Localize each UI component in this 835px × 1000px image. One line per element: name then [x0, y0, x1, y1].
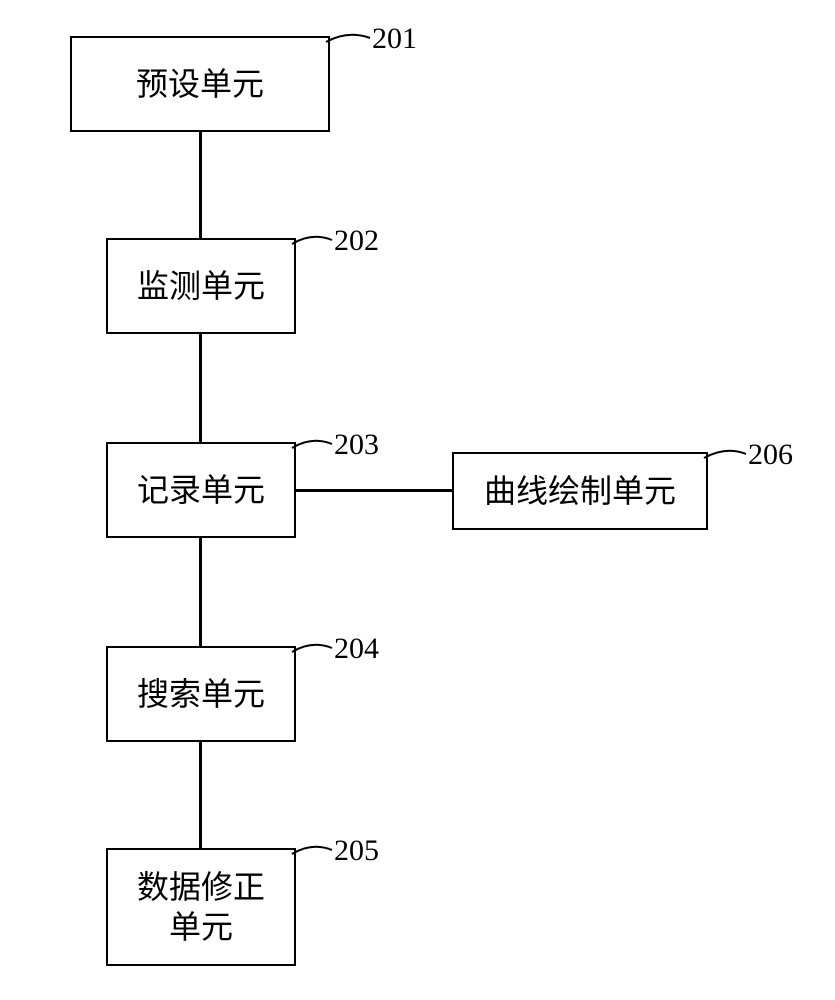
edge-204-205	[199, 742, 202, 848]
node-label: 监测单元	[137, 266, 265, 306]
node-label: 搜索单元	[137, 674, 265, 714]
node-curve-draw-unit: 曲线绘制单元	[452, 452, 708, 530]
node-monitor-unit: 监测单元	[106, 238, 296, 334]
diagram-canvas: 预设单元 监测单元 记录单元 搜索单元 数据修正单元 曲线绘制单元 201 20…	[0, 0, 835, 1000]
ref-label-201: 201	[372, 22, 417, 56]
node-label: 数据修正单元	[126, 867, 276, 947]
ref-label-202: 202	[334, 224, 379, 258]
ref-label-203: 203	[334, 428, 379, 462]
node-label: 预设单元	[136, 64, 264, 104]
node-label: 记录单元	[137, 470, 265, 510]
node-search-unit: 搜索单元	[106, 646, 296, 742]
node-preset-unit: 预设单元	[70, 36, 330, 132]
ref-label-206: 206	[748, 438, 793, 472]
node-data-correction-unit: 数据修正单元	[106, 848, 296, 966]
edge-203-206	[296, 489, 452, 492]
edge-201-202	[199, 132, 202, 238]
ref-label-205: 205	[334, 834, 379, 868]
node-label: 曲线绘制单元	[484, 471, 676, 511]
ref-label-204: 204	[334, 632, 379, 666]
node-record-unit: 记录单元	[106, 442, 296, 538]
edge-202-203	[199, 334, 202, 442]
edge-203-204	[199, 538, 202, 646]
